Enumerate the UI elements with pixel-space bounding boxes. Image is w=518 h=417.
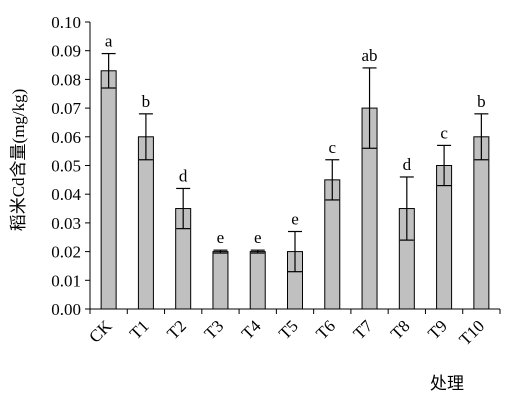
significance-label: c: [440, 123, 448, 142]
significance-label: ab: [362, 46, 378, 65]
category-label: T10: [455, 316, 488, 349]
significance-label: c: [328, 138, 336, 157]
y-tick-label: 0.09: [51, 42, 81, 61]
significance-label: b: [142, 92, 151, 111]
bars: [100, 70, 490, 310]
category-label: T1: [126, 316, 153, 343]
y-tick-label: 0.10: [51, 13, 81, 32]
significance-label: d: [179, 166, 188, 185]
y-tick-label: 0.00: [51, 300, 81, 319]
y-ticks: 0.00 0.01 0.02 0.03 0.04 0.05 0.06 0.07 0.08 0.09…: [51, 13, 90, 319]
significance-label: a: [105, 32, 113, 51]
category-label: T8: [387, 316, 414, 343]
category-labels: CK T1 T2 T3 T4 T5 T6 T7 T8 T9 T10: [85, 316, 488, 349]
y-tick-label: 0.04: [51, 185, 81, 204]
category-label: CK: [85, 316, 116, 347]
bar: [473, 136, 490, 310]
category-label: T4: [238, 316, 265, 343]
bar: [212, 251, 229, 310]
error-bars: [101, 52, 489, 273]
significance-label: d: [403, 155, 412, 174]
bar: [436, 165, 453, 310]
category-label: T3: [200, 316, 227, 343]
y-tick-label: 0.08: [51, 70, 81, 89]
category-label: T7: [350, 316, 377, 343]
significance-label: e: [217, 228, 225, 247]
category-label: T2: [163, 316, 190, 343]
y-tick-label: 0.01: [51, 271, 81, 290]
category-label: T6: [312, 316, 339, 343]
y-axis-title: 稻米Cd含量(mg/kg): [9, 89, 28, 232]
bar: [100, 70, 117, 310]
bar: [137, 136, 154, 310]
category-label: T9: [424, 316, 451, 343]
y-tick-label: 0.03: [51, 214, 81, 233]
y-tick-label: 0.02: [51, 243, 81, 262]
y-tick-label: 0.05: [51, 157, 81, 176]
x-axis-title: 处理: [430, 374, 464, 393]
bar: [249, 251, 266, 310]
significance-label: b: [477, 92, 486, 111]
y-tick-label: 0.06: [51, 128, 81, 147]
y-tick-label: 0.07: [51, 99, 81, 118]
significance-label: e: [291, 210, 299, 229]
category-label: T5: [275, 316, 302, 343]
significance-label: e: [254, 228, 262, 247]
